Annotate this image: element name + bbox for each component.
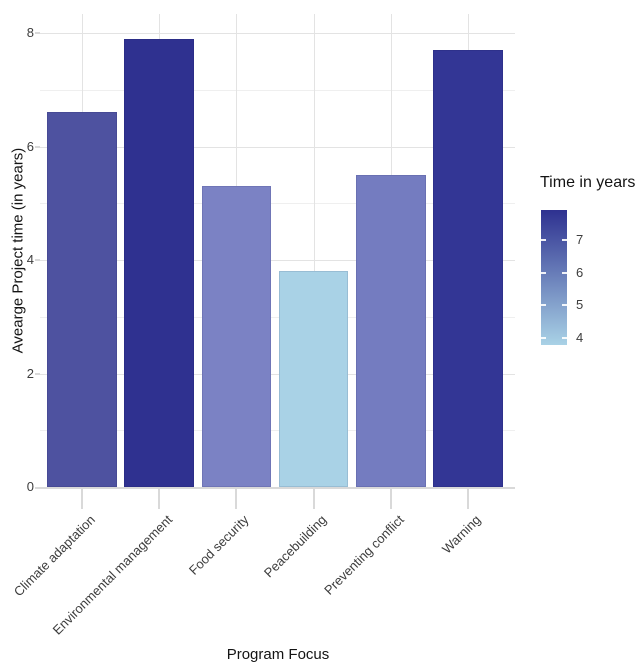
legend-gradient-bar (541, 210, 567, 345)
legend-tickmark-left (541, 304, 546, 307)
y-tick-label: 6 (26, 138, 34, 154)
legend-tickmark-left (541, 238, 546, 241)
x-axis-tick (235, 488, 238, 509)
x-axis-tick (467, 488, 469, 509)
major-gridline (40, 146, 515, 148)
x-category-label: Warning (439, 512, 484, 557)
minor-gridline (40, 203, 515, 205)
bar-preventing-conflict (356, 174, 426, 487)
y-tick-label: 0 (26, 479, 34, 494)
legend-title: Time in years (540, 174, 636, 191)
bar-environmental-management (124, 38, 194, 487)
x-axis-title: Program Focus (226, 646, 330, 663)
legend-tickmark-right (562, 271, 567, 274)
legend-tickmark-right (562, 337, 567, 340)
bar-peacebuilding (278, 271, 349, 487)
major-gridline (40, 260, 515, 261)
x-axis-line (35, 487, 515, 489)
x-category-label: Preventing conflict (320, 512, 407, 598)
y-axis-tick (35, 32, 40, 34)
major-gridline (40, 373, 515, 375)
legend-tickmark-right (562, 304, 567, 307)
y-tick-label: 2 (26, 365, 34, 381)
minor-gridline (40, 430, 515, 432)
legend-tick-label: 4 (576, 330, 584, 346)
y-axis-tick (35, 372, 40, 375)
y-axis-title: Avearge Project time (in years) (9, 147, 27, 354)
x-category-label: Peacebuilding (260, 512, 330, 581)
bar-warning (433, 50, 503, 487)
minor-gridline (40, 316, 515, 318)
category-gridline (313, 14, 315, 487)
y-axis-tick (35, 259, 40, 261)
y-axis-tick (35, 145, 40, 148)
bar-food-security (201, 186, 272, 487)
y-tick-label: 4 (26, 252, 34, 267)
x-axis-tick (389, 488, 392, 509)
y-tick-label: 8 (26, 25, 34, 40)
legend-tickmark-left (541, 271, 546, 274)
legend-tickmark-left (541, 337, 546, 340)
bar-climate-adaptation (47, 112, 117, 487)
major-gridline (40, 33, 515, 34)
x-axis-tick (312, 488, 315, 509)
minor-gridline (40, 89, 515, 91)
x-axis-tick (81, 488, 83, 509)
legend-tick-label: 6 (576, 264, 584, 280)
legend-tick-label: 7 (576, 231, 584, 247)
x-axis-tick (158, 488, 161, 509)
x-category-label: Climate adaptation (10, 512, 98, 600)
x-category-label: Food security (186, 512, 253, 578)
legend-tickmark-right (562, 238, 567, 241)
legend-tick-label: 5 (576, 297, 584, 313)
